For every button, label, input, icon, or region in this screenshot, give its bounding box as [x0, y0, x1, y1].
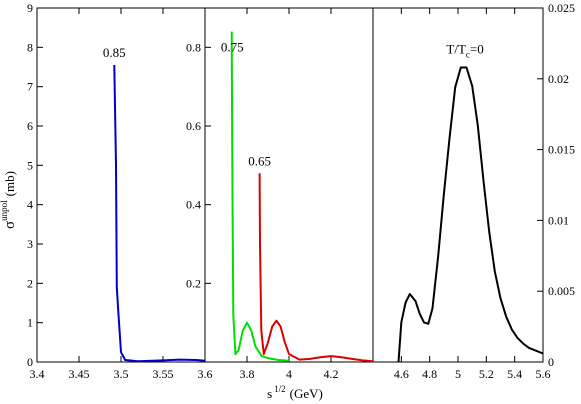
x-tick-label-right: 5.4	[507, 367, 522, 381]
x-tick-label-left: 3.45	[69, 367, 90, 381]
annotation-left-1: 0.85	[103, 45, 126, 60]
x-tick-label-middle: 3.6	[198, 367, 213, 381]
x-axis-symbol: s	[267, 386, 272, 401]
y-tick-label-middle: 0.4	[186, 198, 201, 212]
x-tick-label-middle: 4	[286, 367, 292, 381]
series-line-left-1	[113, 64, 206, 363]
y-axis-symbol: σ	[2, 221, 18, 229]
y-tick-label-left: 5	[27, 158, 33, 172]
y-tick-label-left: 6	[27, 119, 33, 133]
x-tick-label-right: 5	[455, 367, 461, 381]
x-tick-label-middle: 4.2	[324, 367, 339, 381]
y-tick-label-left: 8	[27, 40, 33, 54]
y-tick-label-right: 0	[548, 355, 554, 369]
x-tick-label-middle: 3.8	[240, 367, 255, 381]
x-tick-label-right: 4.6	[394, 367, 409, 381]
y-tick-label-right: 0.015	[548, 143, 575, 157]
annotation-right-1: T/Tc=0	[446, 41, 483, 59]
y-tick-label-left: 2	[27, 276, 33, 290]
y-tick-label-right: 0.01	[548, 213, 569, 227]
y-tick-label-left: 4	[27, 198, 33, 212]
y-tick-label-right: 0.005	[548, 284, 575, 298]
x-tick-label-left: 3.4	[30, 367, 45, 381]
y-tick-label-middle: 0.8	[186, 40, 201, 54]
y-axis-unit: (mb)	[2, 171, 17, 196]
panel-frame-left	[36, 7, 206, 363]
panel-frame-right	[372, 7, 544, 363]
y-tick-label-left: 0	[27, 355, 33, 369]
annotation-middle-1: 0.75	[221, 39, 244, 54]
x-axis-unit: (GeV)	[290, 386, 323, 401]
x-tick-label-right: 5.2	[479, 367, 494, 381]
x-tick-label-left: 3.55	[153, 367, 174, 381]
panel-frame-middle	[204, 7, 374, 363]
y-tick-label-middle: 0.2	[186, 276, 201, 290]
y-tick-label-right: 0.02	[548, 72, 569, 86]
series-line-middle-2	[258, 173, 374, 363]
y-axis-title: σunpol (mb)	[0, 171, 18, 229]
y-tick-label-middle: 0.6	[186, 119, 201, 133]
y-tick-label-right: 0.025	[548, 1, 575, 15]
x-axis-title: s 1/2 (GeV)	[267, 384, 323, 401]
x-tick-label-left: 3.5	[114, 367, 129, 381]
y-tick-label-left: 9	[27, 1, 33, 15]
series-line-right-1	[397, 66, 544, 363]
y-axis-superscript: unpol	[0, 200, 9, 221]
y-tick-label-left: 3	[27, 237, 33, 251]
x-axis-superscript: 1/2	[274, 384, 286, 394]
x-tick-label-right: 4.8	[422, 367, 437, 381]
series-line-middle-1	[230, 31, 290, 362]
y-tick-label-left: 7	[27, 80, 33, 94]
y-tick-label-left: 1	[27, 316, 33, 330]
annotation-middle-2: 0.65	[248, 153, 271, 168]
x-tick-label-right: 5.6	[536, 367, 551, 381]
